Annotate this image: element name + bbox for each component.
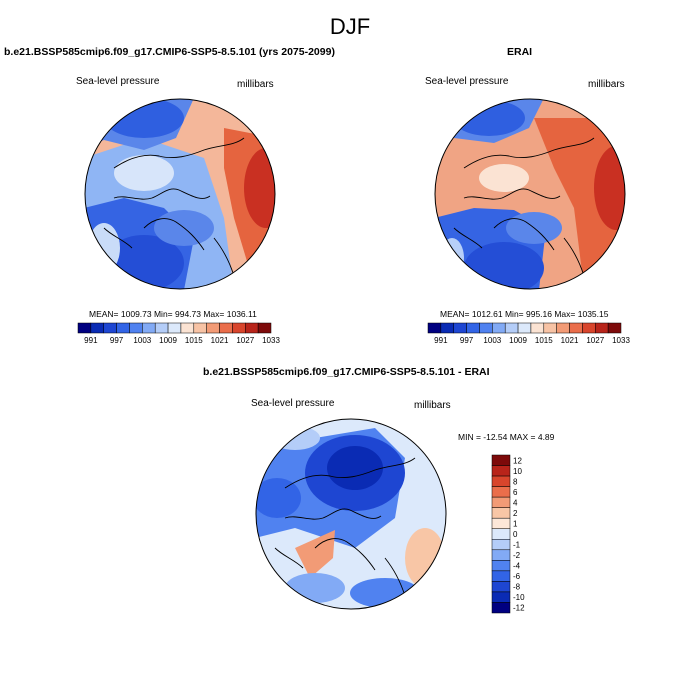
obs-units-label: millibars xyxy=(588,79,625,90)
diff-colorbar-tick-label: -2 xyxy=(513,551,521,560)
obs-colorbar-box xyxy=(479,322,493,334)
model-units-label: millibars xyxy=(237,79,274,90)
model-panel-title: b.e21.BSSP585cmip6.f09_g17.CMIP6-SSP5-8.… xyxy=(4,46,335,58)
obs-colorbar-tick-label: 1021 xyxy=(561,336,579,345)
diff-colorbar-box xyxy=(491,475,511,487)
obs-colorbar-box xyxy=(427,322,442,334)
model-colorbar-box xyxy=(232,322,246,334)
diff-colorbar-tick-label: -6 xyxy=(513,572,521,581)
diff-stats: MIN = -12.54 MAX = 4.89 xyxy=(458,432,555,442)
model-colorbar-tick-label: 991 xyxy=(84,336,98,345)
obs-colorbar-tick-label: 1027 xyxy=(586,336,604,345)
diff-colorbar-tick-label: -8 xyxy=(513,583,521,592)
obs-panel-title: ERAI xyxy=(507,46,533,58)
model-colorbar-box xyxy=(142,322,156,334)
diff-colorbar-tick-label: 8 xyxy=(513,477,518,486)
obs-colorbar-box xyxy=(517,322,532,334)
diff-colorbar-tick-label: 0 xyxy=(513,530,518,539)
diff-colorbar-tick-label: -12 xyxy=(513,604,525,613)
diff-colorbar-tick-label: 10 xyxy=(513,467,522,476)
diff-colorbar-box xyxy=(491,549,511,561)
obs-colorbar-tick-label: 991 xyxy=(434,336,448,345)
obs-colorbar-box xyxy=(440,322,454,334)
model-polar-map xyxy=(84,98,276,290)
diff-colorbar-box xyxy=(491,465,511,477)
obs-colorbar-tick-label: 1003 xyxy=(483,336,501,345)
model-colorbar-tick-label: 997 xyxy=(110,336,124,345)
diff-colorbar-box xyxy=(491,486,511,498)
obs-colorbar-box xyxy=(530,322,545,334)
model-variable-label: Sea-level pressure xyxy=(76,76,160,87)
obs-stats: MEAN= 1012.61 Min= 995.16 Max= 1035.15 xyxy=(440,309,609,319)
model-colorbar-tick-label: 1015 xyxy=(185,336,203,345)
obs-colorbar-box xyxy=(595,322,609,334)
model-colorbar-box xyxy=(116,322,130,334)
model-colorbar-box xyxy=(219,322,233,334)
diff-colorbar-box xyxy=(491,560,511,572)
model-colorbar: 991 997 1003 1009 1015 1021 1027 1033 xyxy=(77,322,280,345)
diff-colorbar-box xyxy=(491,591,511,603)
model-colorbar-box xyxy=(103,322,117,334)
model-colorbar-box xyxy=(193,322,207,334)
obs-colorbar-tick-label: 1033 xyxy=(612,336,630,345)
diff-colorbar-tick-label: 6 xyxy=(513,488,518,497)
diff-colorbar-box xyxy=(491,581,511,593)
model-colorbar-tick-label: 1003 xyxy=(133,336,151,345)
obs-colorbar-box xyxy=(453,322,467,334)
obs-colorbar-box xyxy=(543,322,557,334)
model-colorbar-box xyxy=(206,322,220,334)
obs-colorbar-box xyxy=(556,322,570,334)
diff-colorbar-tick-label: 4 xyxy=(513,498,518,507)
model-colorbar-tick-label: 1033 xyxy=(262,336,280,345)
obs-colorbar-box xyxy=(504,322,519,334)
model-colorbar-tick-label: 1009 xyxy=(159,336,177,345)
diff-panel-title: b.e21.BSSP585cmip6.f09_g17.CMIP6-SSP5-8.… xyxy=(203,366,490,378)
obs-polar-map xyxy=(434,98,626,290)
diff-colorbar-tick-label: -10 xyxy=(513,593,525,602)
diff-colorbar-box xyxy=(491,539,511,551)
diff-colorbar-box xyxy=(491,496,511,508)
diff-units-label: millibars xyxy=(414,400,451,411)
obs-colorbar-box xyxy=(607,322,622,334)
model-colorbar-box xyxy=(90,322,104,334)
diff-colorbar-tick-label: -4 xyxy=(513,562,521,571)
obs-colorbar: 991 997 1003 1009 1015 1021 1027 1033 xyxy=(427,322,630,345)
diff-colorbar-tick-label: 1 xyxy=(513,519,518,528)
diff-colorbar-tick-label: 2 xyxy=(513,509,518,518)
model-colorbar-tick-label: 1027 xyxy=(236,336,254,345)
obs-colorbar-box xyxy=(582,322,596,334)
model-colorbar-box xyxy=(154,322,169,334)
obs-colorbar-box xyxy=(466,322,480,334)
model-colorbar-box xyxy=(77,322,92,334)
model-colorbar-box xyxy=(257,322,272,334)
model-stats: MEAN= 1009.73 Min= 994.73 Max= 1036.11 xyxy=(89,309,257,319)
diff-colorbar-tick-label: 12 xyxy=(513,456,522,465)
model-colorbar-box xyxy=(167,322,182,334)
obs-colorbar-tick-label: 997 xyxy=(460,336,474,345)
diff-colorbar-box xyxy=(491,507,511,519)
diff-colorbar-box xyxy=(491,454,511,466)
obs-colorbar-box xyxy=(492,322,506,334)
season-title: DJF xyxy=(329,14,371,39)
model-colorbar-box xyxy=(129,322,143,334)
obs-colorbar-tick-label: 1009 xyxy=(509,336,527,345)
obs-colorbar-box xyxy=(569,322,583,334)
diff-colorbar-box xyxy=(491,528,511,540)
diff-colorbar-box xyxy=(491,570,511,582)
model-colorbar-tick-label: 1021 xyxy=(211,336,229,345)
model-colorbar-box xyxy=(180,322,195,334)
diff-colorbar-box xyxy=(491,517,511,529)
obs-variable-label: Sea-level pressure xyxy=(425,76,509,87)
model-colorbar-box xyxy=(245,322,259,334)
diff-variable-label: Sea-level pressure xyxy=(251,398,335,409)
diff-colorbar-box xyxy=(491,602,511,614)
obs-colorbar-tick-label: 1015 xyxy=(535,336,553,345)
diff-polar-map xyxy=(255,418,447,610)
diff-colorbar-tick-label: -1 xyxy=(513,541,521,550)
